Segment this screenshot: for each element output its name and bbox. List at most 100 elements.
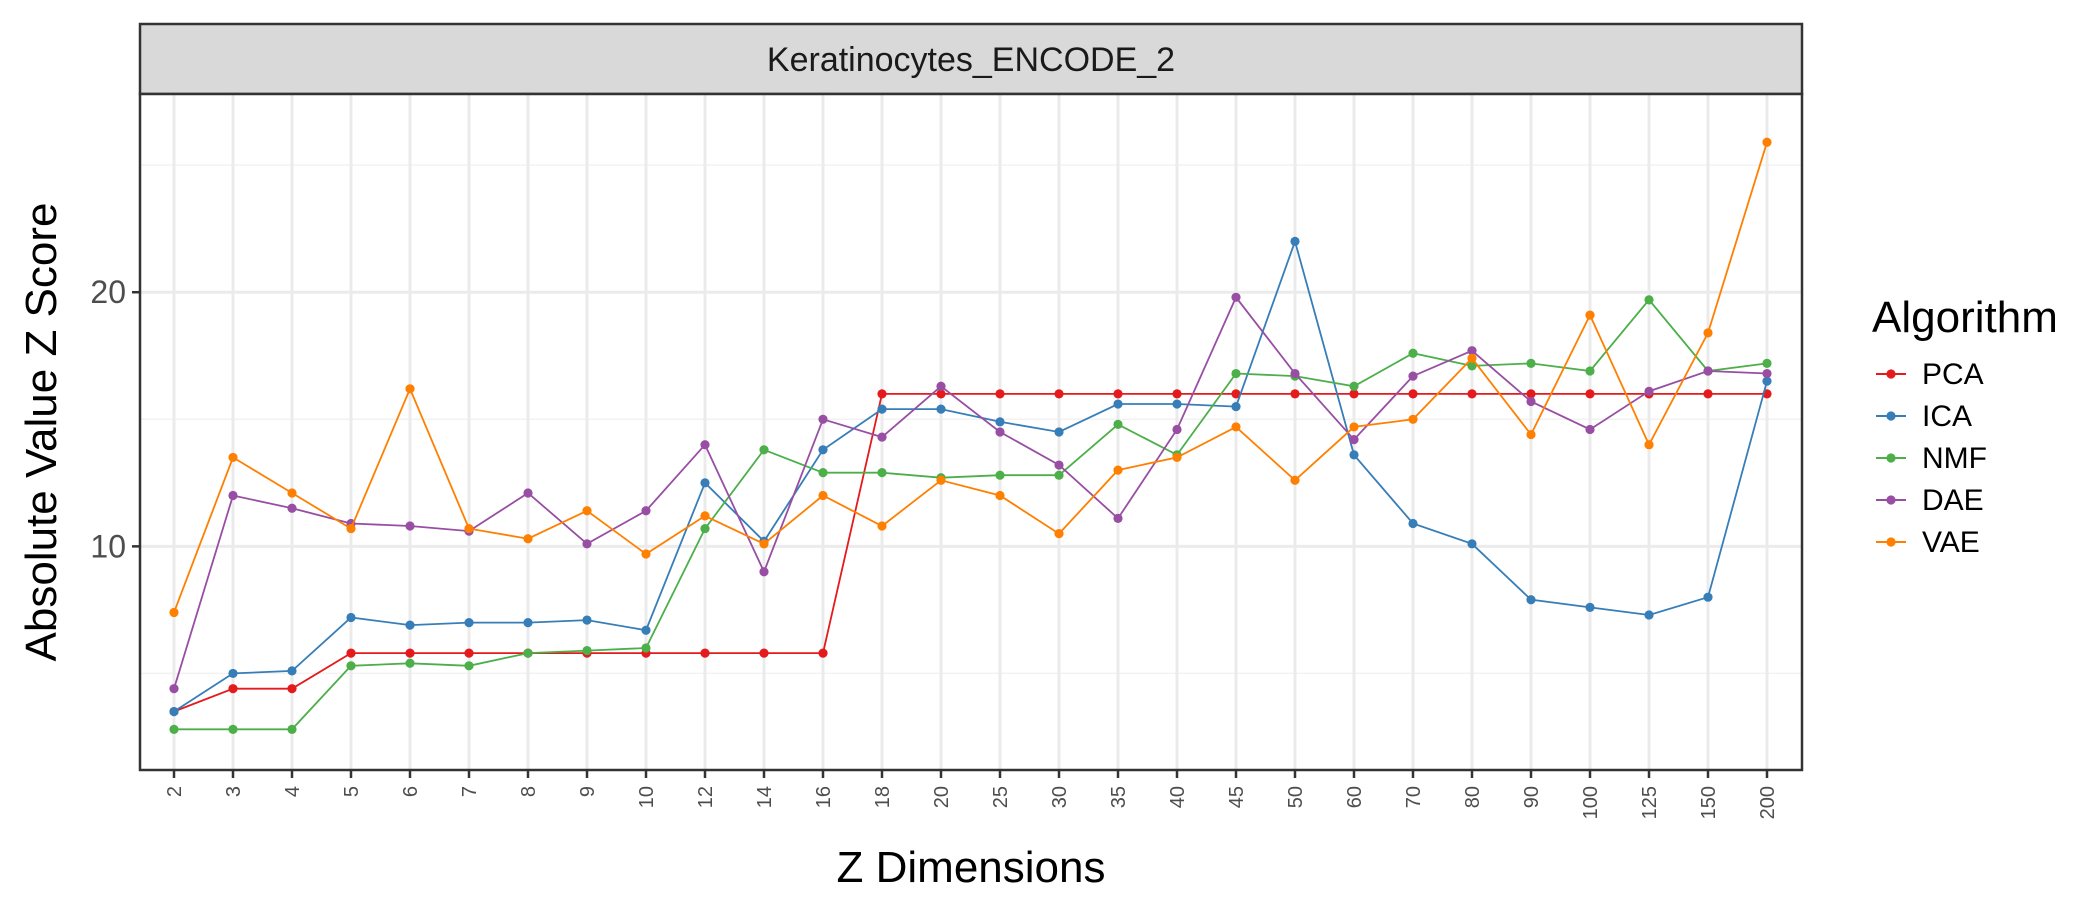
data-point: [1231, 422, 1241, 432]
data-point: [1467, 539, 1477, 549]
data-point: [1113, 419, 1123, 429]
x-tick-label: 20: [931, 786, 953, 808]
data-point: [1231, 389, 1241, 399]
data-point: [818, 445, 828, 455]
legend-key-point: [1886, 537, 1896, 547]
data-point: [1172, 452, 1182, 463]
x-tick-label: 150: [1698, 786, 1720, 819]
data-point: [1290, 389, 1300, 399]
data-point: [523, 488, 533, 498]
data-point: [995, 470, 1005, 480]
data-point: [995, 427, 1005, 437]
data-point: [700, 511, 710, 521]
data-point: [1113, 465, 1123, 475]
x-tick-label: 5: [341, 786, 363, 797]
x-tick-label: 8: [518, 786, 540, 797]
data-point: [169, 706, 179, 717]
data-point: [1349, 450, 1359, 460]
series-line: [174, 298, 1768, 731]
data-point: [1231, 292, 1241, 302]
data-point: [1349, 389, 1359, 399]
data-point: [1054, 529, 1064, 539]
legend: Algorithm PCA ICA NMF DAE VAE: [1872, 293, 2058, 559]
legend-key-point: [1886, 411, 1896, 421]
data-point: [1526, 389, 1536, 399]
data-point: [1467, 389, 1477, 399]
data-point: [700, 478, 710, 488]
x-tick-label: 25: [990, 786, 1012, 808]
data-point: [1762, 358, 1772, 368]
x-tick-label: 200: [1757, 786, 1779, 819]
x-tick-label: 100: [1580, 786, 1602, 819]
legend-item-nmf: NMF: [1876, 442, 1987, 475]
data-point: [169, 684, 179, 694]
data-point: [1762, 376, 1772, 386]
data-point: [877, 389, 887, 399]
data-point: [818, 468, 828, 478]
series-ica: [169, 236, 1772, 717]
data-point: [759, 445, 769, 455]
data-point: [995, 389, 1005, 399]
data-point: [287, 488, 297, 498]
data-point: [582, 615, 592, 625]
data-point: [1703, 389, 1713, 399]
data-point: [1467, 346, 1477, 356]
facet-strip: [138, 22, 1804, 96]
legend-title: Algorithm: [1872, 293, 2058, 342]
data-point: [995, 417, 1005, 427]
data-point: [1172, 399, 1182, 409]
x-tick-label: 14: [754, 786, 776, 808]
data-point: [818, 648, 828, 658]
data-point: [1526, 595, 1536, 605]
data-point: [1349, 422, 1359, 432]
y-axis: 10 20: [90, 274, 140, 564]
legend-label: PCA: [1922, 358, 1984, 391]
x-tick-label: 80: [1462, 786, 1484, 808]
data-point: [877, 468, 887, 478]
data-point: [1408, 414, 1418, 424]
data-point: [523, 648, 533, 658]
data-point: [1408, 371, 1418, 381]
data-point: [228, 668, 238, 679]
legend-item-dae: DAE: [1876, 484, 1984, 517]
data-point: [405, 384, 415, 394]
x-tick-label: 6: [400, 786, 422, 797]
data-point: [1703, 592, 1713, 602]
x-tick-label: 3: [223, 786, 245, 797]
data-point: [1290, 475, 1300, 485]
data-point: [936, 381, 946, 391]
data-point: [818, 414, 828, 424]
x-tick-label: 50: [1285, 786, 1307, 808]
data-point: [228, 724, 238, 734]
x-tick-label: 12: [695, 786, 717, 808]
data-point: [1054, 460, 1064, 470]
data-point: [1585, 310, 1595, 320]
series-vae: [169, 137, 1772, 618]
data-point: [1290, 368, 1300, 379]
data-point: [523, 618, 533, 628]
series-line: [173, 392, 1767, 713]
data-point: [936, 404, 946, 414]
data-point: [1644, 610, 1654, 620]
legend-key-point: [1886, 369, 1896, 379]
data-point: [582, 506, 592, 516]
data-point: [228, 684, 238, 694]
data-point: [1231, 401, 1241, 412]
data-point: [1585, 366, 1595, 376]
data-point: [169, 724, 179, 734]
data-point: [405, 648, 415, 658]
data-point: [1467, 361, 1477, 371]
data-point: [759, 648, 769, 658]
x-tick-label: 7: [459, 786, 481, 797]
data-point: [405, 658, 415, 668]
data-point: [1526, 429, 1536, 440]
data-point: [287, 666, 297, 676]
data-point: [464, 648, 474, 658]
series-line: [173, 238, 1768, 713]
legend-key-point: [1886, 453, 1896, 463]
data-point: [1113, 513, 1123, 524]
legend-item-pca: PCA: [1876, 358, 1984, 391]
data-point: [1467, 353, 1477, 363]
legend-label: VAE: [1922, 526, 1980, 559]
data-point: [700, 648, 710, 658]
